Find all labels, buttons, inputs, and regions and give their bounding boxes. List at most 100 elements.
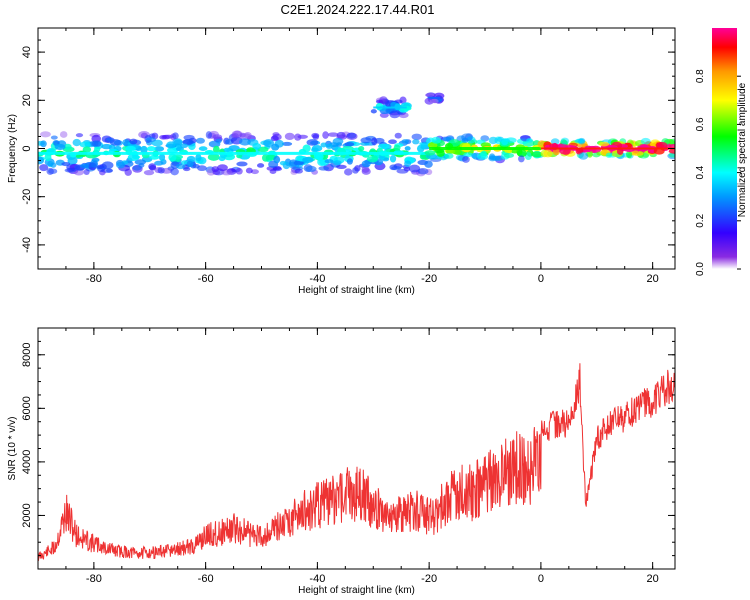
heatmap-cell [322,131,329,139]
heatmap-cell [54,143,66,151]
heatmap-cell [143,169,155,176]
x-axis-label: Height of straight line (km) [298,585,415,596]
snr-line-layer [38,363,675,561]
heatmap-cell [442,137,452,142]
heatmap-cell [44,153,52,161]
y-tick-label: 2000 [21,503,33,527]
x-tick-label: 0 [538,273,544,285]
heatmap-cell [40,140,47,148]
y-tick-label: 6000 [21,396,33,420]
heatmap-cell [427,142,438,149]
heatmap-cell [312,133,320,140]
heatmap-cell [158,153,166,162]
heatmap-cell [106,168,113,173]
heatmap-cell [236,161,248,167]
heatmap-cell [488,136,498,145]
heatmap-cell [195,153,202,162]
heatmap-cell [96,164,105,170]
colorbar-tick-label: 0.4 [695,165,706,179]
colorbar-gradient [712,28,737,269]
heatmap-cell [302,156,314,163]
heatmap-cell [336,164,347,169]
colorbar-tick-label: 0.2 [695,213,706,227]
heatmap-cell [302,144,311,153]
heatmap-cell [256,163,265,168]
heatmap-cell [325,143,333,149]
heatmap-cell [231,130,243,138]
heatmap-cell [83,169,90,175]
heatmap-cell [124,168,132,176]
heatmap-cell [375,103,384,110]
heatmap-cell [129,138,138,145]
heatmap-cell [411,133,423,141]
x-tick-label: 20 [647,573,659,585]
heatmap-cell [138,163,145,168]
y-tick-label: 40 [21,46,33,58]
heatmap-cell [243,132,252,139]
heatmap-cell [40,131,51,138]
heatmap-cell [146,146,156,152]
heatmap-cell [526,138,533,143]
heatmap-cell [106,137,113,142]
heatmap-cell [273,155,281,164]
heatmap-cell [404,160,412,167]
heatmap-cell [263,139,275,147]
heatmap-cell [543,149,553,158]
heatmap-cell [444,153,454,159]
x-tick-label: -60 [198,273,214,285]
heatmap-cell [389,164,398,171]
heatmap-cell [401,139,410,144]
heatmap-cell [50,162,57,168]
x-tick-label: -40 [309,573,325,585]
heatmap-cell [428,154,439,160]
heatmap-cell [59,131,68,138]
heatmap-cell [461,133,473,142]
heatmap-cell [294,168,303,174]
heatmap-cell [332,137,344,145]
heatmap-cell [148,154,160,160]
heatmap-cell [293,160,304,166]
heatmap-cell [408,164,421,173]
heatmap-cell [281,141,293,146]
heatmap-cell [560,137,570,145]
heatmap-cell [598,141,610,147]
heatmap-cell [436,149,445,157]
colorbar: 0.0 0.2 0.4 0.6 0.8 Normalized spectral ampli… [695,28,748,276]
heatmap-cell [420,142,429,149]
y-axis-label: SNR (10 * v/v) [7,417,18,481]
heatmap-cell [379,96,388,104]
heatmap-cell [198,146,208,151]
heatmap-cell [245,167,253,174]
heatmap-cell [360,137,372,144]
y-tick-label: -40 [21,237,33,253]
heatmap-cell [632,150,639,155]
heatmap-cell [172,132,179,140]
heatmap-cell [176,163,186,170]
heatmap-cell [82,146,92,153]
heatmap-cell [425,93,435,98]
heatmap-cell [471,152,478,159]
heatmap-cell [396,168,409,174]
heatmap-cell [419,153,427,160]
heatmap-cell [250,169,259,175]
y-tick-label: 8000 [21,343,33,367]
heatmap-cell [389,154,397,163]
heatmap-cell [346,158,353,165]
heatmap-cell [94,146,101,153]
heatmap-cell [412,139,420,145]
heatmap-cell [625,150,633,159]
heatmap-cell [417,168,429,175]
x-tick-label: -20 [421,573,437,585]
heatmap-cell [550,138,560,145]
heatmap-cell [270,135,279,142]
heatmap-cell [186,160,194,168]
heatmap-cell [154,146,165,152]
snr-series-line [38,363,675,561]
heatmap-cell [212,134,223,140]
heatmap-cell [63,143,72,150]
heatmap-cell [92,140,99,147]
heatmap-cell [228,145,240,152]
heatmap-cell [271,143,280,151]
y-axis-label: Frequency (Hz) [7,114,18,183]
heatmap-cell [491,155,504,162]
